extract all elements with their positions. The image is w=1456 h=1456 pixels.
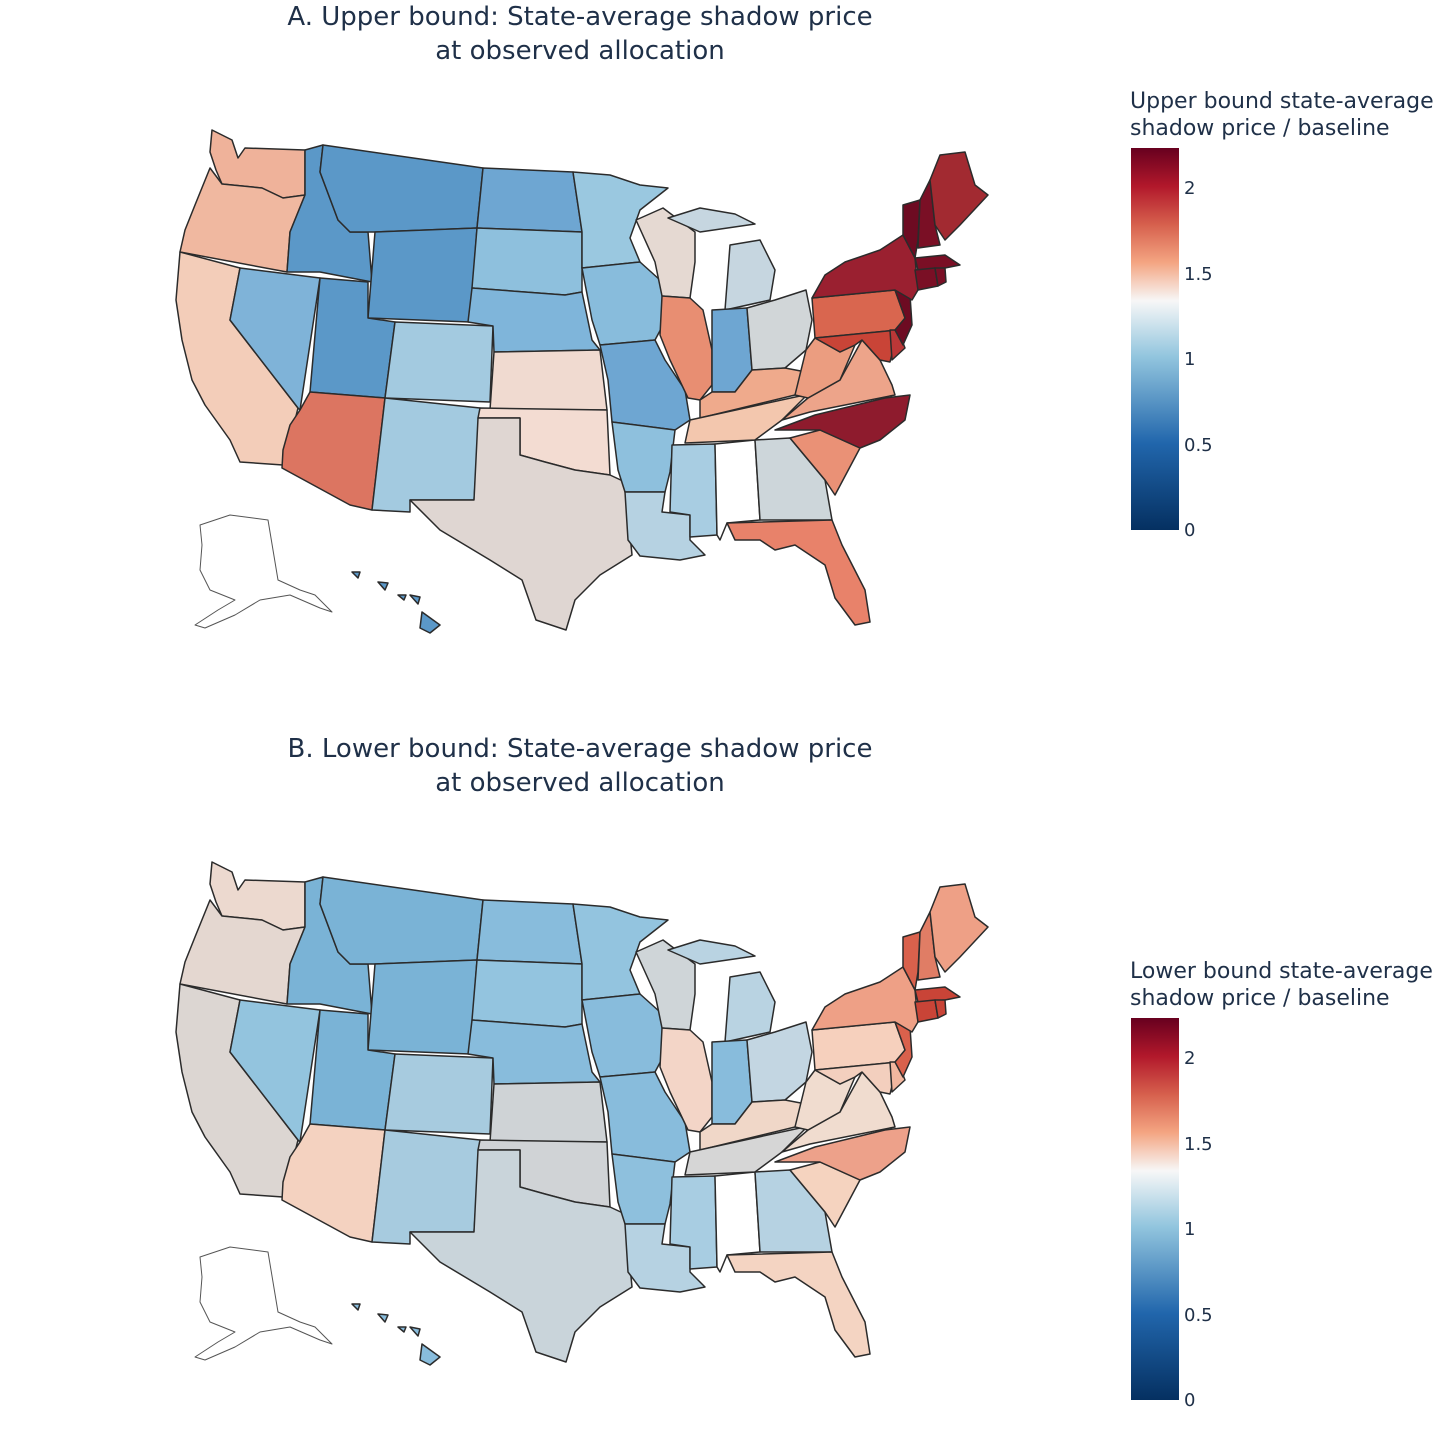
- state-minnesota: [572, 903, 669, 1001]
- state-nevada: [229, 999, 321, 1143]
- state-vermont: [902, 199, 921, 259]
- state-connecticut: [914, 267, 939, 291]
- panel-b-colorbar-title-line1: Lower bound state-average: [1130, 959, 1433, 984]
- panel-b-tick-0-5: 0.5: [1184, 1305, 1213, 1326]
- state-alaska: [194, 514, 333, 629]
- state-georgia: [754, 437, 833, 521]
- panel-a-colorbar-title: Upper bound state-average shadow price /…: [1130, 88, 1450, 142]
- state-rhode-island: [934, 267, 947, 287]
- panel-b-title: B. Lower bound: State-average shadow pri…: [180, 732, 980, 800]
- state-hawaii: [351, 571, 441, 634]
- state-vermont: [902, 931, 921, 991]
- panel-a-title-line1: A. Upper bound: State-average shadow pri…: [287, 2, 873, 32]
- panel-b-colorbar-title-line2: shadow price / baseline: [1130, 986, 1390, 1011]
- state-wyoming: [367, 959, 478, 1055]
- state-south-dakota: [471, 227, 583, 296]
- panel-a-colorbar-title-line2: shadow price / baseline: [1130, 116, 1390, 141]
- panel-a-tick-0: 0: [1184, 520, 1196, 541]
- panel-b-tick-2: 2: [1184, 1048, 1196, 1069]
- state-south-dakota: [471, 959, 583, 1028]
- panel-b-tick-1-5: 1.5: [1184, 1134, 1213, 1155]
- panel-a-title: A. Upper bound: State-average shadow pri…: [180, 0, 980, 68]
- state-south-carolina: [789, 1161, 861, 1228]
- state-north-dakota: [476, 899, 583, 965]
- panel-a-colorbar: [1131, 148, 1179, 530]
- panel-b-colorbar-title: Lower bound state-average shadow price /…: [1130, 958, 1450, 1012]
- state-florida: [726, 1251, 871, 1358]
- panel-a-tick-2: 2: [1184, 178, 1196, 199]
- state-south-carolina: [789, 429, 861, 496]
- state-massachusetts: [914, 986, 961, 1003]
- state-new-mexico: [371, 1129, 481, 1245]
- state-arkansas: [611, 1153, 676, 1225]
- panel-a-tick-1-5: 1.5: [1184, 264, 1213, 285]
- state-michigan: [667, 939, 776, 1043]
- state-north-carolina: [774, 1126, 911, 1181]
- state-georgia: [754, 1169, 833, 1253]
- panel-a-tick-1: 1: [1184, 349, 1196, 370]
- state-wyoming: [367, 227, 478, 323]
- panel-b-map: [175, 861, 989, 1366]
- state-new-hampshire: [917, 911, 941, 981]
- state-kansas: [489, 349, 608, 411]
- panel-a-map: [175, 129, 989, 634]
- state-maine: [929, 883, 989, 973]
- state-rhode-island: [934, 999, 947, 1019]
- state-louisiana: [624, 1223, 706, 1293]
- state-colorado: [384, 1053, 494, 1135]
- state-wisconsin: [635, 939, 696, 1031]
- state-michigan: [667, 207, 776, 311]
- panel-b-title-line1: B. Lower bound: State-average shadow pri…: [287, 734, 873, 764]
- state-illinois: [659, 1027, 713, 1133]
- state-massachusetts: [914, 254, 961, 271]
- state-alaska: [194, 1246, 333, 1361]
- state-texas: [409, 1149, 633, 1363]
- panel-b-tick-1: 1: [1184, 1219, 1196, 1240]
- panel-a-title-line2: at observed allocation: [435, 36, 725, 66]
- state-new-york: [811, 234, 919, 301]
- state-hawaii: [351, 1303, 441, 1366]
- state-kansas: [489, 1081, 608, 1143]
- state-texas: [409, 417, 633, 631]
- state-new-hampshire: [917, 179, 941, 249]
- state-illinois: [659, 295, 713, 401]
- panel-b-title-line2: at observed allocation: [435, 768, 725, 798]
- state-north-dakota: [476, 167, 583, 233]
- state-north-carolina: [774, 394, 911, 449]
- state-wisconsin: [635, 207, 696, 299]
- state-new-mexico: [371, 397, 481, 513]
- state-montana: [319, 876, 484, 965]
- state-maine: [929, 151, 989, 241]
- state-connecticut: [914, 999, 939, 1023]
- state-minnesota: [572, 171, 669, 269]
- state-louisiana: [624, 491, 706, 561]
- state-montana: [319, 144, 484, 233]
- state-new-york: [811, 966, 919, 1033]
- panel-b-tick-0: 0: [1184, 1390, 1196, 1411]
- panel-a-colorbar-title-line1: Upper bound state-average: [1130, 89, 1434, 114]
- panel-b-colorbar: [1131, 1018, 1179, 1400]
- state-arkansas: [611, 421, 676, 493]
- state-colorado: [384, 321, 494, 403]
- state-florida: [726, 519, 871, 626]
- panel-a-tick-0-5: 0.5: [1184, 435, 1213, 456]
- state-nevada: [229, 267, 321, 411]
